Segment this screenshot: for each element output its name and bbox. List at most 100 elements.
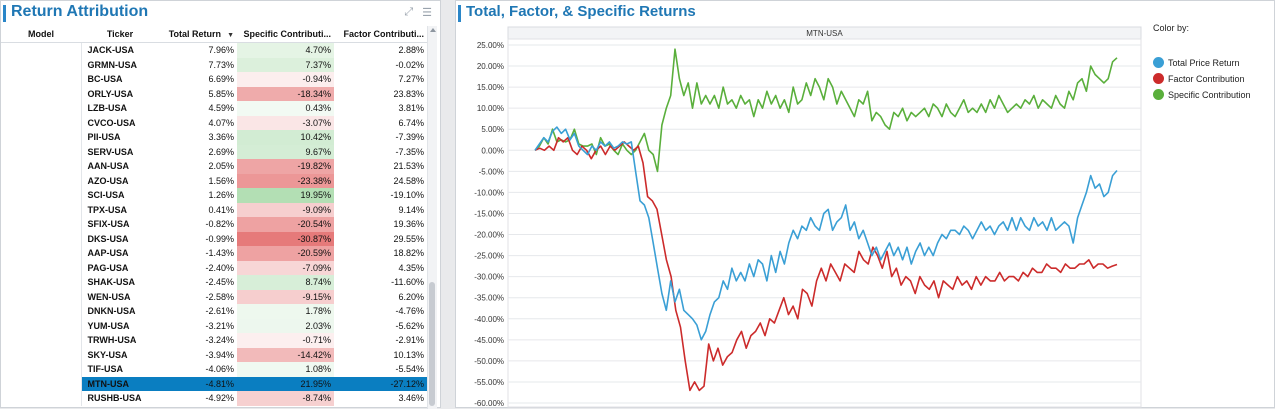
cell-total-return[interactable]: -0.82% <box>205 219 234 230</box>
cell-ticker[interactable]: ORLY-USA <box>87 88 134 99</box>
cell-total-return[interactable]: 1.56% <box>208 175 234 186</box>
table-row[interactable]: PAG-USA -2.40% -7.09% 4.35% <box>1 260 427 275</box>
table-row[interactable]: GRMN-USA 7.73% 7.37% -0.02% <box>1 57 427 72</box>
column-header-model[interactable]: Model <box>1 26 81 43</box>
cell-total-return[interactable]: 5.85% <box>208 88 234 99</box>
cell-ticker[interactable]: TPX-USA <box>87 204 128 215</box>
cell-ticker[interactable]: GRMN-USA <box>87 59 138 70</box>
cell-total-return[interactable]: -3.21% <box>205 320 234 331</box>
cell-total-return[interactable]: -4.06% <box>205 364 234 375</box>
cell-specific-contribution[interactable]: 0.43% <box>237 101 334 116</box>
table-row[interactable]: RUSHB-USA -4.92% -8.74% 3.46% <box>1 391 427 406</box>
table-row[interactable]: TIF-USA -4.06% 1.08% -5.54% <box>1 362 427 377</box>
cell-factor-contribution[interactable]: -2.91% <box>395 335 424 346</box>
cell-total-return[interactable]: 6.69% <box>208 74 234 85</box>
cell-specific-contribution[interactable]: 1.78% <box>237 304 334 319</box>
cell-total-return[interactable]: -3.24% <box>205 335 234 346</box>
cell-ticker[interactable]: JACK-USA <box>87 45 135 56</box>
cell-factor-contribution[interactable]: -4.76% <box>395 306 424 317</box>
cell-ticker[interactable]: PAG-USA <box>87 262 129 273</box>
cell-factor-contribution[interactable]: 18.82% <box>393 248 424 259</box>
cell-ticker[interactable]: YUM-USA <box>87 320 130 331</box>
cell-factor-contribution[interactable]: 21.53% <box>393 161 424 172</box>
cell-ticker[interactable]: CVCO-USA <box>87 117 136 128</box>
table-row[interactable]: WEN-USA -2.58% -9.15% 6.20% <box>1 289 427 304</box>
cell-total-return[interactable]: 1.26% <box>208 190 234 201</box>
cell-factor-contribution[interactable]: 7.27% <box>398 74 424 85</box>
cell-factor-contribution[interactable]: -0.02% <box>395 59 424 70</box>
cell-specific-contribution[interactable]: 21.95% <box>237 376 334 391</box>
cell-specific-contribution[interactable]: 7.37% <box>237 57 334 72</box>
table-row[interactable]: BC-USA 6.69% -0.94% 7.27% <box>1 72 427 87</box>
cell-factor-contribution[interactable]: 6.20% <box>398 291 424 302</box>
table-row[interactable]: SCI-USA 1.26% 19.95% -19.10% <box>1 188 427 203</box>
cell-factor-contribution[interactable]: 10.13% <box>393 349 424 360</box>
table-row[interactable]: CVCO-USA 4.07% -3.07% 6.74% <box>1 115 427 130</box>
scrollbar-thumb[interactable] <box>429 282 435 406</box>
cell-factor-contribution[interactable]: -5.54% <box>395 364 424 375</box>
cell-factor-contribution[interactable]: 19.36% <box>393 219 424 230</box>
cell-factor-contribution[interactable]: 24.58% <box>393 175 424 186</box>
table-row[interactable]: MTN-USA -4.81% 21.95% -27.12% <box>1 376 427 391</box>
cell-total-return[interactable]: 4.59% <box>208 103 234 114</box>
table-row[interactable]: SHAK-USA -2.45% 8.74% -11.60% <box>1 275 427 290</box>
table-row[interactable]: AAN-USA 2.05% -19.82% 21.53% <box>1 159 427 174</box>
cell-specific-contribution[interactable]: -23.38% <box>237 173 334 188</box>
cell-ticker[interactable]: DKS-USA <box>87 233 129 244</box>
expand-icon[interactable]: ⤢ <box>404 6 414 18</box>
table-row[interactable]: SKY-USA -3.94% -14.42% 10.13% <box>1 347 427 362</box>
cell-specific-contribution[interactable]: -7.09% <box>237 260 334 275</box>
cell-ticker[interactable]: AAP-USA <box>87 248 129 259</box>
scroll-up-icon[interactable] <box>430 28 436 32</box>
table-row[interactable]: TPX-USA 0.41% -9.09% 9.14% <box>1 202 427 217</box>
table-row[interactable]: TRWH-USA -3.24% -0.71% -2.91% <box>1 333 427 348</box>
cell-total-return[interactable]: -4.92% <box>205 393 234 404</box>
cell-ticker[interactable]: RUSHB-USA <box>87 393 142 404</box>
table-row[interactable]: ORLY-USA 5.85% -18.34% 23.83% <box>1 86 427 101</box>
table-row[interactable]: SFIX-USA -0.82% -20.54% 19.36% <box>1 217 427 232</box>
cell-ticker[interactable]: SERV-USA <box>87 146 134 157</box>
cell-factor-contribution[interactable]: 9.14% <box>398 204 424 215</box>
cell-factor-contribution[interactable]: -11.60% <box>391 277 424 288</box>
cell-total-return[interactable]: 7.96% <box>208 45 234 56</box>
cell-ticker[interactable]: PII-USA <box>87 132 121 143</box>
column-header-specific-contribution[interactable]: Specific Contributi... <box>237 26 334 43</box>
cell-factor-contribution[interactable]: -27.12% <box>334 376 427 391</box>
cell-ticker[interactable]: TRWH-USA <box>87 335 137 346</box>
legend-item-specific-contribution[interactable]: Specific Contribution <box>1153 89 1251 100</box>
cell-specific-contribution[interactable]: 9.67% <box>237 144 334 159</box>
cell-specific-contribution[interactable]: -8.74% <box>237 391 334 406</box>
cell-total-return[interactable]: -2.58% <box>205 291 234 302</box>
cell-ticker[interactable]: BC-USA <box>87 74 123 85</box>
cell-specific-contribution[interactable]: -3.07% <box>237 115 334 130</box>
table-row[interactable]: AZO-USA 1.56% -23.38% 24.58% <box>1 173 427 188</box>
cell-total-return[interactable]: 7.73% <box>208 59 234 70</box>
table-scrollbar[interactable] <box>427 26 437 409</box>
cell-ticker[interactable]: DNKN-USA <box>87 306 136 317</box>
cell-specific-contribution[interactable]: 4.70% <box>237 42 334 58</box>
cell-ticker[interactable]: AZO-USA <box>87 175 129 186</box>
table-row[interactable]: PII-USA 3.36% 10.42% -7.39% <box>1 130 427 145</box>
cell-total-return[interactable]: 2.05% <box>208 161 234 172</box>
cell-total-return[interactable]: -3.94% <box>205 349 234 360</box>
cell-factor-contribution[interactable]: -19.10% <box>390 190 424 201</box>
series-line-specific-contribution[interactable] <box>534 48 1118 173</box>
cell-total-return[interactable]: 2.69% <box>208 146 234 157</box>
cell-ticker[interactable]: AAN-USA <box>87 161 130 172</box>
cell-total-return[interactable]: -1.43% <box>205 248 234 259</box>
legend-item-factor-contribution[interactable]: Factor Contribution <box>1153 73 1251 84</box>
cell-specific-contribution[interactable]: -0.71% <box>237 333 334 348</box>
cell-total-return[interactable]: 0.41% <box>208 204 234 215</box>
cell-total-return[interactable]: -0.99% <box>205 233 234 244</box>
cell-factor-contribution[interactable]: -7.39% <box>395 132 424 143</box>
cell-factor-contribution[interactable]: -7.35% <box>395 146 424 157</box>
cell-specific-contribution[interactable]: -20.59% <box>237 246 334 261</box>
cell-ticker[interactable]: SFIX-USA <box>87 219 130 230</box>
cell-specific-contribution[interactable]: -0.94% <box>237 72 334 87</box>
cell-ticker[interactable]: WEN-USA <box>87 291 131 302</box>
table-row[interactable]: LZB-USA 4.59% 0.43% 3.81% <box>1 101 427 116</box>
cell-specific-contribution[interactable]: -9.15% <box>237 289 334 304</box>
cell-specific-contribution[interactable]: -18.34% <box>237 86 334 101</box>
cell-ticker[interactable]: MTN-USA <box>81 376 159 391</box>
cell-specific-contribution[interactable]: 8.74% <box>237 275 334 290</box>
